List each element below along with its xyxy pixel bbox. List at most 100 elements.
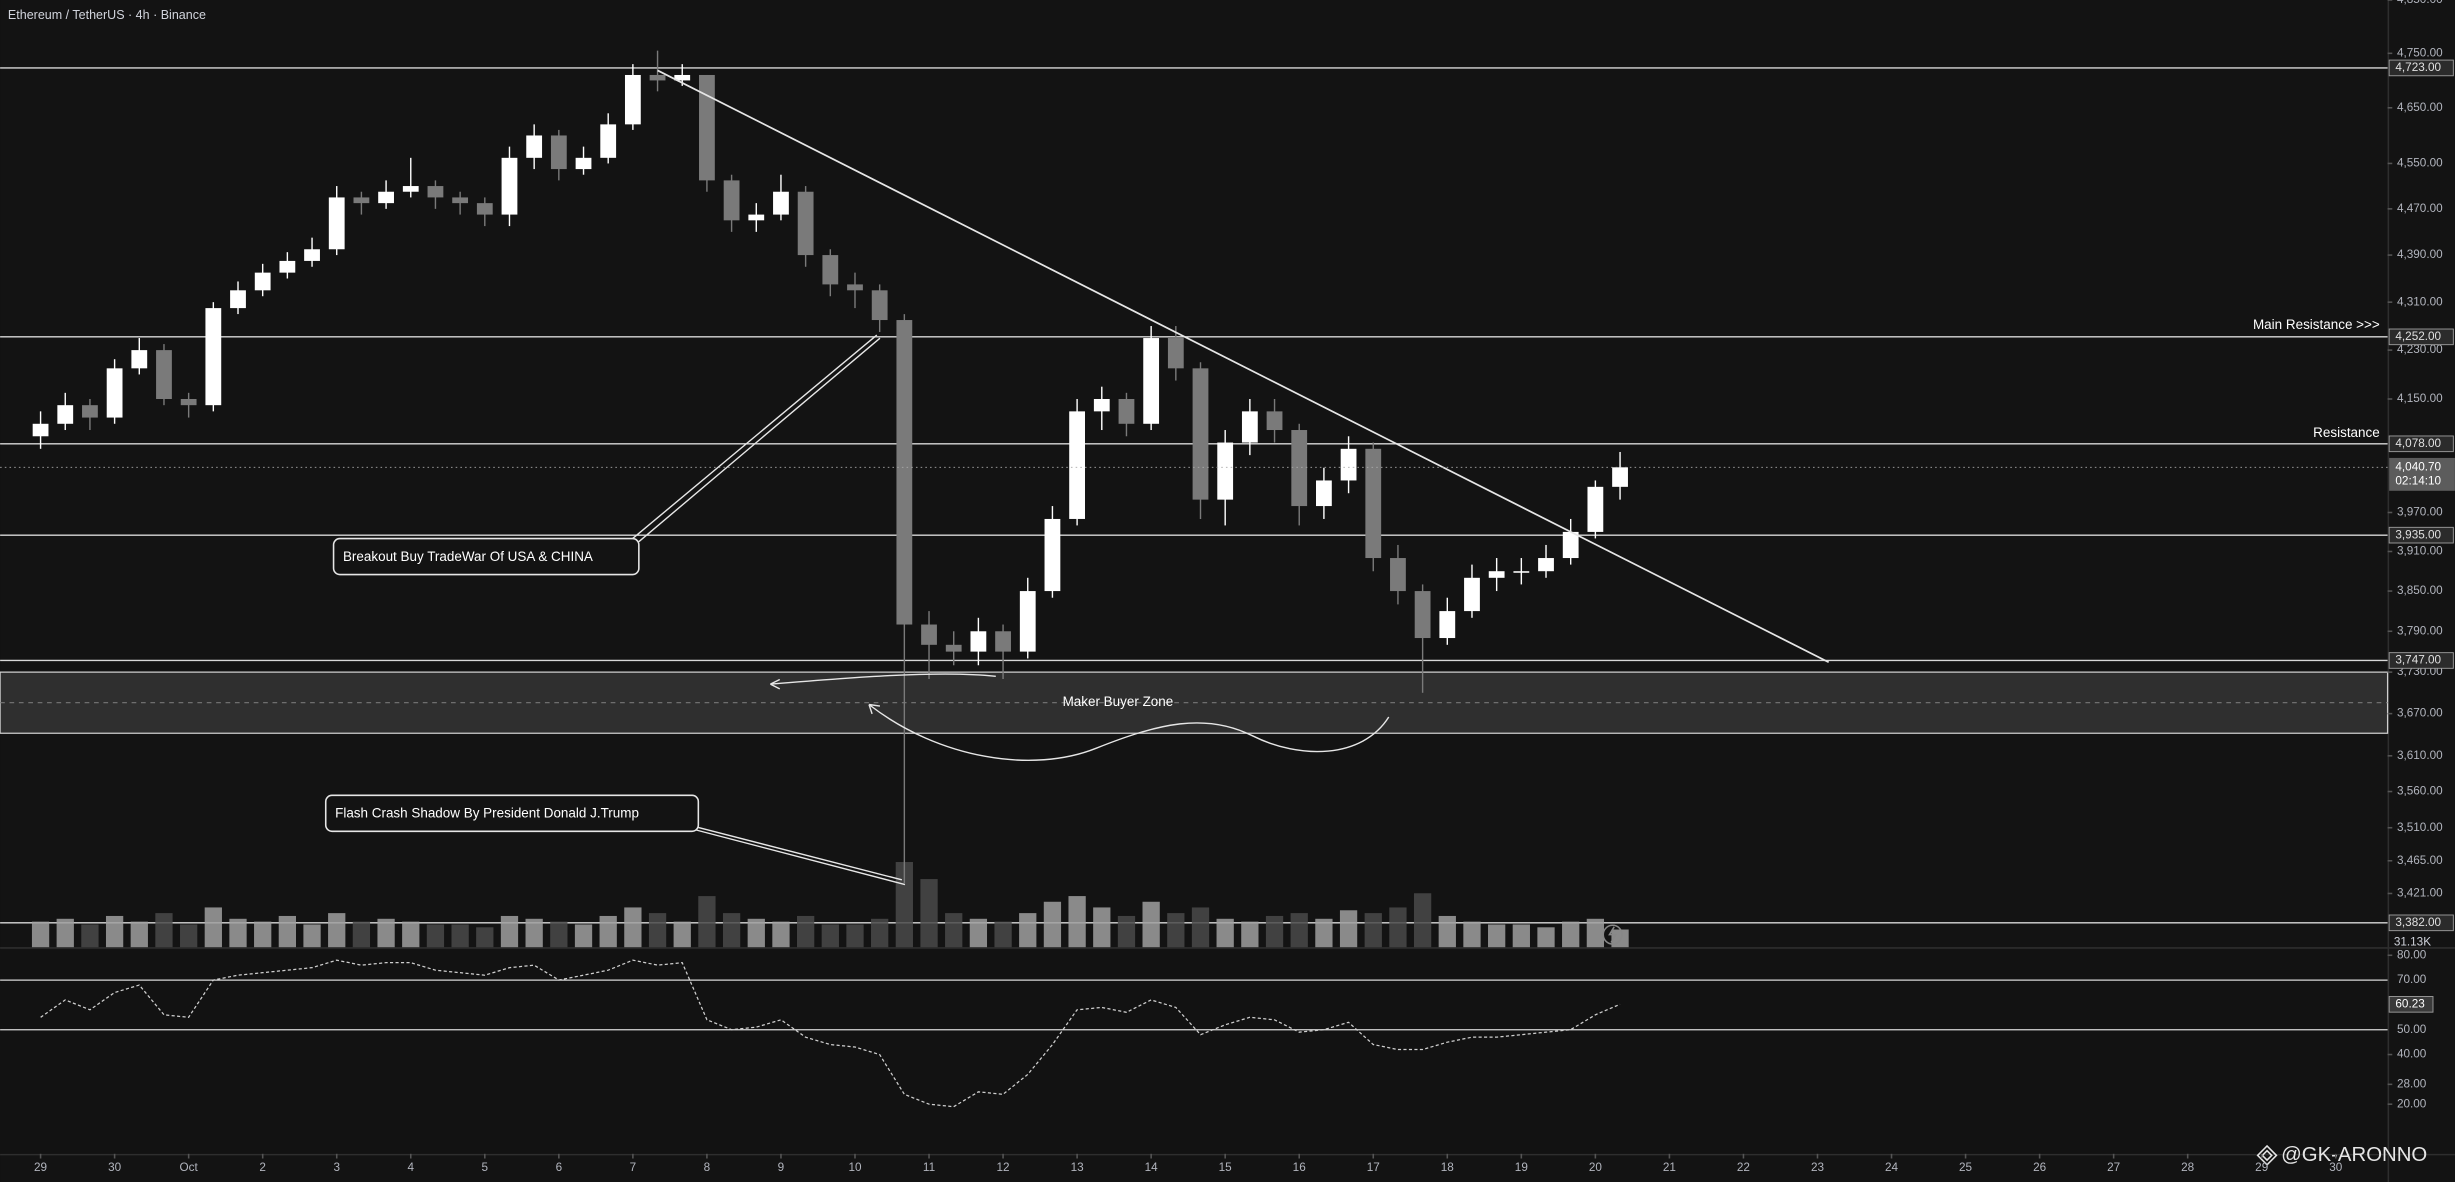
volume-bar <box>1142 901 1160 948</box>
volume-bar <box>476 927 494 948</box>
x-tick-label: 2 <box>259 1161 266 1174</box>
candle-body <box>1464 577 1480 612</box>
candle-body <box>1414 591 1431 639</box>
volume-bar <box>821 924 839 948</box>
candle-body <box>1266 411 1283 431</box>
volume-bar <box>31 921 50 948</box>
annotation-box <box>324 794 700 833</box>
candle-body <box>476 203 493 215</box>
volume-bar <box>204 907 222 948</box>
candle-body <box>970 631 987 652</box>
rsi-line <box>40 959 1621 1108</box>
candle-body <box>402 186 419 192</box>
level-label-box <box>2388 59 2454 77</box>
level-label-box <box>2388 652 2454 669</box>
volume-bar <box>624 907 642 948</box>
volume-bar <box>1167 913 1185 948</box>
candle-body <box>797 191 814 256</box>
y-tick-label: 4,750.00 <box>2397 46 2443 59</box>
x-tick-label: 7 <box>630 1161 637 1174</box>
volume-bar <box>599 915 617 948</box>
x-tick-label: 8 <box>704 1161 711 1174</box>
volume-bar <box>1364 913 1382 948</box>
volume-bar <box>1290 913 1308 948</box>
x-tick-label: 3 <box>333 1161 340 1174</box>
level-label-box <box>2388 328 2454 346</box>
candle-body <box>1044 518 1061 592</box>
volume-bar <box>328 913 346 948</box>
volume-bar <box>451 924 469 948</box>
volume-bar <box>1117 915 1136 948</box>
candle-body <box>921 624 937 645</box>
volume-bar <box>1191 907 1210 948</box>
candle-body <box>452 197 469 204</box>
x-tick-label: 17 <box>1367 1161 1380 1174</box>
x-tick-label: 15 <box>1219 1161 1233 1174</box>
x-tick-label: 10 <box>848 1161 862 1174</box>
annotation: Breakout Buy TradeWar Of USA & CHINA <box>343 549 593 564</box>
volume-bar <box>278 915 297 948</box>
x-tick-label: 26 <box>2033 1161 2047 1174</box>
candle-body <box>1019 591 1036 652</box>
volume-bar <box>969 918 988 948</box>
volume-bar <box>1488 924 1506 948</box>
rsi-tick-label: 28.00 <box>2397 1077 2427 1090</box>
x-tick-label: 14 <box>1145 1161 1159 1174</box>
candle-body <box>526 135 543 158</box>
candle-body <box>945 644 962 652</box>
candle-body <box>1143 338 1160 424</box>
volume-bar <box>1463 921 1481 948</box>
x-tick-label: 27 <box>2107 1161 2120 1174</box>
volume-bar <box>1241 921 1259 948</box>
volume-bar <box>1043 901 1062 948</box>
volume-bar <box>426 924 445 948</box>
volume-bar <box>772 921 790 948</box>
candle-body <box>279 260 296 273</box>
x-tick-label: Oct <box>180 1161 199 1174</box>
candle-body <box>1365 448 1382 559</box>
x-tick-label: 30 <box>108 1161 122 1174</box>
volume-bar <box>1315 918 1333 948</box>
volume-bar <box>1389 907 1407 948</box>
candle-body <box>1118 398 1135 424</box>
candle-body <box>328 197 345 250</box>
y-tick-label: 3,510.00 <box>2397 821 2443 834</box>
y-tick-label: 3,610.00 <box>2397 749 2443 762</box>
x-tick-label: 28 <box>2181 1161 2195 1174</box>
indicator-icon <box>1608 926 1618 943</box>
candle-body <box>1587 486 1604 532</box>
x-tick-label: 19 <box>1515 1161 1528 1174</box>
volume-bar <box>574 924 593 948</box>
x-tick-label: 12 <box>997 1161 1010 1174</box>
volume-bar <box>1586 918 1605 948</box>
annotation: Resistance <box>2313 425 2380 440</box>
rsi-tick-label: 70.00 <box>2397 973 2427 986</box>
candle-body <box>1488 571 1505 578</box>
rsi-tick-label: 80.00 <box>2397 948 2427 961</box>
candle-body <box>674 74 691 81</box>
candle-body <box>600 124 617 158</box>
rsi-pane <box>0 950 2388 1154</box>
volume-label: 31.13K <box>2394 936 2431 949</box>
volume-bar <box>500 915 519 948</box>
volume-bar <box>1019 913 1037 948</box>
annotation: Flash Crash Shadow By President Donald J… <box>335 806 639 821</box>
x-tick-label: 9 <box>778 1161 785 1174</box>
candle-body <box>1612 467 1628 487</box>
volume-bar <box>56 918 74 948</box>
volume-bar <box>155 913 173 948</box>
candle-body <box>773 191 789 215</box>
arrow <box>868 703 1390 762</box>
candle-body <box>649 74 666 81</box>
x-tick-label: 6 <box>556 1161 563 1174</box>
x-tick-label: 21 <box>1663 1161 1676 1174</box>
annotation-box <box>332 537 640 576</box>
candle-body <box>180 398 197 406</box>
x-tick-label: 20 <box>1589 1161 1603 1174</box>
x-tick-label: 22 <box>1737 1161 1750 1174</box>
watermark-logo <box>2256 1144 2278 1166</box>
volume-bar <box>698 896 716 948</box>
candle-body <box>748 214 765 221</box>
volume-bar <box>130 921 148 948</box>
